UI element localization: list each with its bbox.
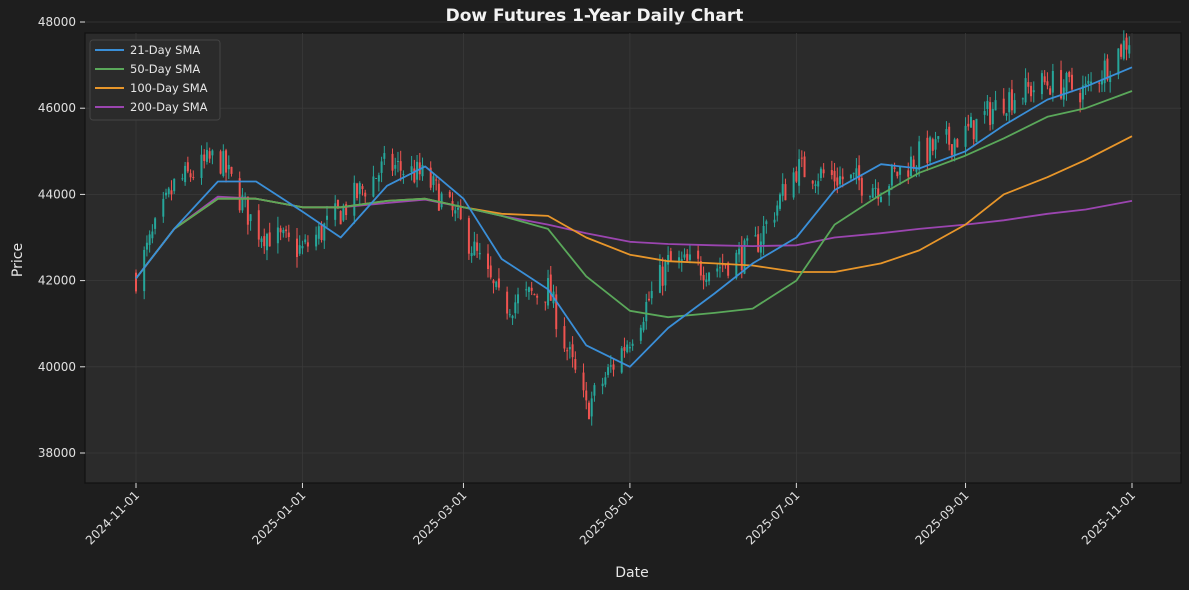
plot-area <box>84 32 1182 484</box>
x-tick-label: 2025-03-01 <box>410 488 469 547</box>
y-tick-label: 38000 <box>38 446 76 460</box>
legend-box <box>89 39 221 121</box>
sma-50-line <box>135 90 1133 319</box>
legend-entry: 200-Day SMA <box>130 100 208 114</box>
chart-title: Dow Futures 1-Year Daily Chart <box>445 6 744 26</box>
y-tick-label: 48000 <box>38 15 76 29</box>
x-axis-ticks: 2024-11-01 2025-01-01 2025-03-01 2025-05-01… <box>83 483 1138 547</box>
y-tick-label: 42000 <box>38 274 76 288</box>
x-tick-label: 2025-01-01 <box>249 488 308 547</box>
y-tick-label: 46000 <box>38 101 76 115</box>
legend-entry: 21-Day SMA <box>130 43 200 57</box>
y-tick-label: 44000 <box>38 187 76 201</box>
legend: 21-Day SMA 50-Day SMA 100-Day SMA 200-Day S… <box>89 39 221 121</box>
sma-21-line <box>135 66 1133 368</box>
y-tick-label: 40000 <box>38 360 76 374</box>
x-tick-label: 2025-05-01 <box>577 488 636 547</box>
x-tick-label: 2025-07-01 <box>743 488 802 547</box>
x-tick-label: 2025-11-01 <box>1079 488 1138 547</box>
legend-entry: 100-Day SMA <box>130 81 208 95</box>
legend-entry: 50-Day SMA <box>130 62 200 76</box>
y-axis-label: Price <box>10 243 26 277</box>
x-axis-label: Date <box>615 565 648 581</box>
x-tick-label: 2024-11-01 <box>83 488 142 547</box>
y-axis-ticks: 38000 40000 42000 44000 46000 48000 <box>38 15 85 460</box>
sma-lines <box>135 66 1133 368</box>
candlesticks <box>135 30 1131 426</box>
gridlines <box>85 21 1181 483</box>
x-tick-label: 2025-09-01 <box>912 488 971 547</box>
